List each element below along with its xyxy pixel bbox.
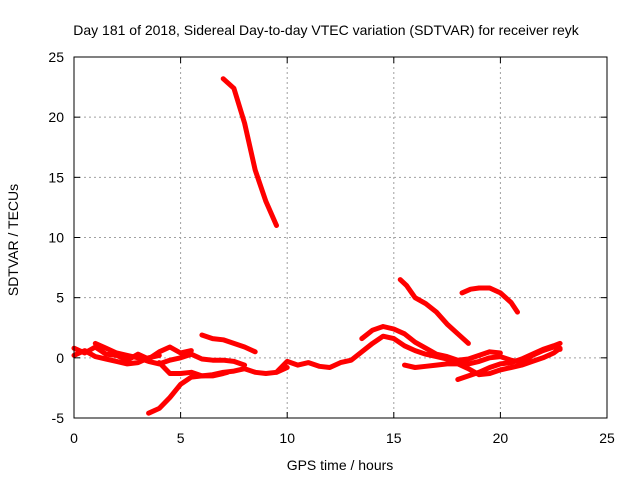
chart-title: Day 181 of 2018, Sidereal Day-to-day VTE… — [73, 22, 579, 38]
series-arc-5 — [156, 360, 290, 379]
series-arc-13 — [455, 340, 563, 382]
y-tick-label: 25 — [48, 49, 64, 65]
series-arc-11 — [459, 285, 520, 315]
y-tick-label: 20 — [48, 109, 64, 125]
series-arc-3 — [92, 340, 248, 368]
x-tick-label: 0 — [70, 430, 78, 446]
data-series — [71, 76, 563, 416]
y-tick-label: 15 — [48, 169, 64, 185]
series-arc-6 — [220, 76, 279, 228]
x-tick-label: 20 — [493, 430, 509, 446]
x-tick-label: 25 — [599, 430, 615, 446]
series-arc-10 — [397, 277, 471, 346]
tick-labels: 0 5 10 15 20 25 -5 0 5 10 15 20 25 — [48, 49, 615, 446]
y-tick-label: 0 — [56, 350, 64, 366]
series-arc-12 — [402, 345, 563, 378]
y-axis-label: SDTVAR / TECUs — [5, 184, 21, 296]
x-axis-label: GPS time / hours — [287, 457, 394, 473]
y-tick-label: -5 — [52, 410, 65, 426]
axis-ticks — [73, 56, 608, 419]
y-tick-label: 10 — [48, 230, 64, 246]
series-arc-9 — [359, 324, 503, 363]
grid — [74, 57, 607, 418]
y-tick-label: 5 — [56, 290, 64, 306]
x-tick-label: 15 — [386, 430, 402, 446]
x-tick-label: 5 — [177, 430, 185, 446]
x-tick-label: 10 — [279, 430, 295, 446]
series-arc-7 — [199, 332, 258, 355]
